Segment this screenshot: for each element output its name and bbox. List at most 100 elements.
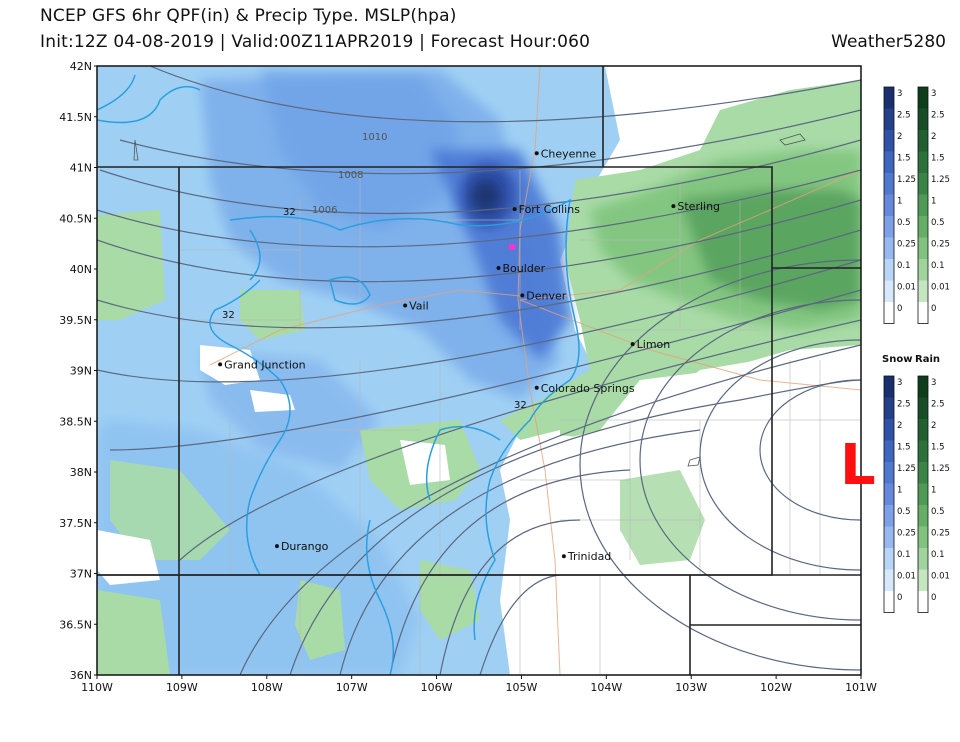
scale-tick-label: 0.01 — [897, 572, 916, 582]
scale-tick-label: 0.01 — [897, 283, 916, 293]
scale-tick-label: 1.5 — [897, 154, 911, 164]
scale-tick-label: 1.5 — [931, 154, 945, 164]
rain-scale-swatch — [918, 259, 928, 281]
scale-outline — [917, 86, 929, 324]
scale-tick-label: 0 — [897, 304, 902, 314]
scale-tick-label: 0.1 — [897, 261, 911, 271]
snow-scale-swatch — [884, 569, 894, 591]
city-dot — [630, 342, 635, 347]
isobar-labels: 1010 1008 1006 — [312, 132, 387, 216]
city-dot — [534, 151, 539, 156]
snow-scale-swatch — [884, 259, 894, 281]
city-label: Durango — [281, 540, 329, 553]
snow-scale-swatch — [884, 216, 894, 238]
isobars — [97, 66, 861, 675]
rain-scale-swatch — [918, 569, 928, 591]
longitude-labels: 110W 109W 108W 107W 106W 105W 104W 103W 102W 101W — [81, 675, 877, 694]
longitude-label: 103W — [675, 681, 707, 694]
scale-tick-label: 0.1 — [897, 550, 911, 560]
scale-tick-label: 0 — [897, 593, 902, 603]
rain-scale-swatch — [918, 237, 928, 259]
snow-scale-swatch — [884, 505, 894, 527]
city-label: Boulder — [503, 262, 546, 275]
latitude-label: 40.5N — [59, 212, 92, 225]
city-label: Sterling — [677, 200, 720, 213]
scale-outline — [883, 86, 895, 324]
rain-scale-swatch — [918, 505, 928, 527]
rain-scale-swatch — [918, 462, 928, 484]
rain-scale-swatch — [918, 302, 928, 324]
city-dot — [274, 544, 279, 549]
scale-tick-label: 2 — [931, 132, 936, 142]
longitude-label: 108W — [251, 681, 283, 694]
snow-scale-swatch — [884, 108, 894, 130]
snow-scale-label: Snow — [882, 354, 912, 365]
city-label: Fort Collins — [519, 203, 581, 216]
latitude-label: 36N — [70, 669, 92, 682]
rain-scale-swatch — [918, 397, 928, 419]
county-lines — [180, 170, 861, 675]
rain-scale-swatch — [918, 591, 928, 613]
city-markers: Cheyenne Fort Collins Sterling Boulder Denve… — [218, 147, 720, 563]
low-pressure-marker: L — [840, 433, 876, 498]
snow-scale-swatch — [884, 483, 894, 505]
rain-scale-swatch — [918, 419, 928, 441]
snow-scale-swatch — [884, 237, 894, 259]
lakes — [133, 133, 806, 467]
snow-scale-swatch — [884, 151, 894, 173]
scale-tick-label: 0.5 — [897, 218, 911, 228]
rain-scale-swatch — [918, 376, 928, 398]
rain-scale-swatch — [918, 440, 928, 462]
rain-scale-swatch — [918, 526, 928, 548]
map-title: NCEP GFS 6hr QPF(in) & Precip Type. MSLP… — [40, 6, 457, 26]
city-dot — [520, 293, 525, 298]
scale-tick-label: 0.5 — [931, 218, 945, 228]
longitude-label: 109W — [166, 681, 198, 694]
city-dot — [218, 362, 223, 367]
freezing-line-label: 32 — [283, 207, 296, 218]
longitude-label: 106W — [421, 681, 453, 694]
brand-name: Weather5280 — [831, 32, 946, 52]
rain-scale-swatch — [918, 130, 928, 152]
scale-tick-label: 0.1 — [931, 261, 945, 271]
isobar-label: 1008 — [338, 170, 363, 181]
latitude-label: 37N — [70, 568, 92, 581]
longitude-label: 105W — [506, 681, 538, 694]
snow-scale-swatch — [884, 87, 894, 109]
snow-scale-swatch — [884, 130, 894, 152]
snow-scale-swatch — [884, 440, 894, 462]
precip-scale-lower: 3 2.5 2 1.5 1.25 1 0.5 0.25 0.1 0.01 0 3 2.5 2 1.5 1.25… — [883, 375, 950, 613]
scale-tick-label: 3 — [931, 378, 936, 388]
latitude-label: 39.5N — [59, 314, 92, 327]
rain-scale-label: Rain — [915, 354, 940, 365]
freezing-line — [97, 74, 580, 675]
snow-scale-swatch — [884, 548, 894, 570]
scale-tick-label: 1.5 — [897, 443, 911, 453]
snow-scale-swatch — [884, 419, 894, 441]
city-dot — [512, 207, 517, 212]
scale-tick-label: 0.25 — [897, 529, 916, 539]
latitude-label: 40N — [70, 263, 92, 276]
snow-scale-swatch — [884, 376, 894, 398]
scale-tick-label: 2.5 — [897, 400, 911, 410]
scale-tick-label: 2 — [931, 421, 936, 431]
snow-scale-swatch — [884, 280, 894, 302]
rain-scale-swatch — [918, 194, 928, 216]
map-plot-area — [97, 66, 861, 675]
snow-scale-swatch — [884, 591, 894, 613]
scale-tick-label: 0 — [931, 304, 936, 314]
precip-scale-upper: 3 2.5 2 1.5 1.25 1 0.5 0.25 0.1 0.01 0 3 2.5 2 1.5 1.25… — [883, 86, 950, 324]
freezing-line-labels: 32 32 32 32 — [222, 207, 527, 411]
rain-scale-swatch — [918, 548, 928, 570]
latitude-label: 38N — [70, 466, 92, 479]
scale-tick-label: 1 — [931, 486, 936, 496]
rain-precip-area — [97, 80, 861, 675]
freezing-line-label: 32 — [514, 400, 527, 411]
scale-tick-label: 1 — [897, 197, 902, 207]
rain-scale-swatch — [918, 108, 928, 130]
rain-scale-swatch — [918, 151, 928, 173]
scale-tick-label: 0.5 — [931, 507, 945, 517]
latitude-label: 37.5N — [59, 517, 92, 530]
latitude-label: 39N — [70, 365, 92, 378]
scale-tick-label: 1 — [931, 197, 936, 207]
